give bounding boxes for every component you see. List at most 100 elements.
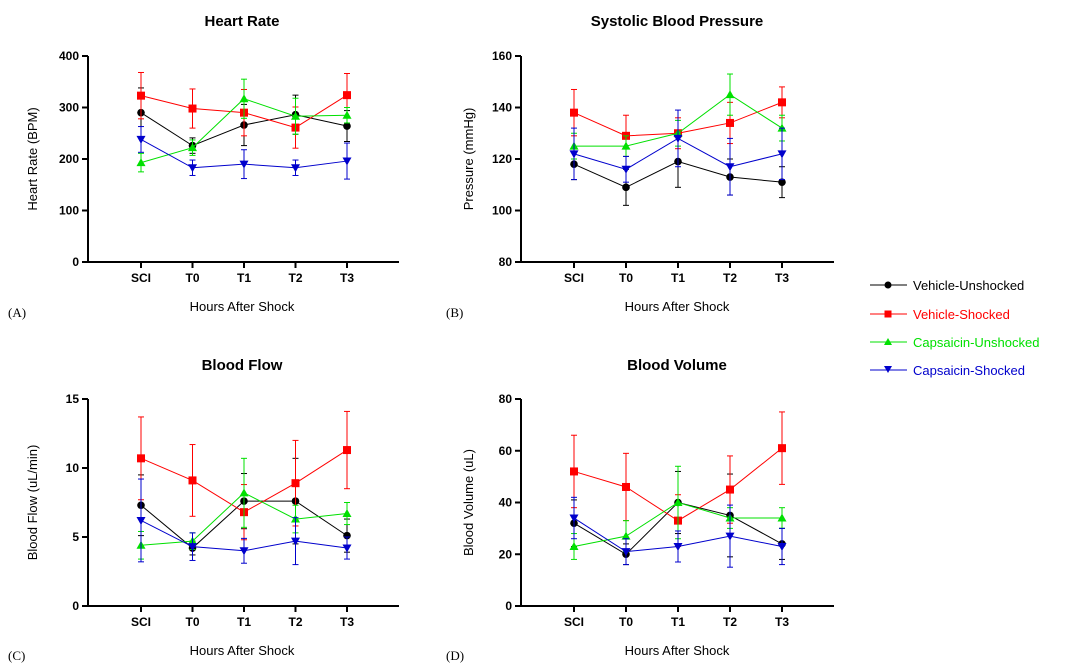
x-tick-label: T0 bbox=[185, 271, 199, 285]
data-point bbox=[622, 482, 630, 491]
legend-marker bbox=[884, 281, 892, 289]
chart-panel-blood-flow: Blood Flow 0 5 10 15 SCI T0 T1 T2 T3 Hours After S… bbox=[8, 357, 399, 663]
data-point bbox=[291, 111, 300, 120]
x-tick-label: T0 bbox=[619, 271, 633, 285]
data-point bbox=[725, 532, 735, 541]
data-point bbox=[777, 542, 787, 551]
chart-panel-blood-volume: Blood Volume 0 20 40 60 80 SCI T0 T1 T2 T3 Hours Af… bbox=[446, 357, 834, 663]
legend-marker bbox=[884, 366, 892, 373]
y-tick-label: 120 bbox=[492, 152, 512, 166]
data-point bbox=[621, 165, 631, 174]
data-point bbox=[777, 150, 787, 159]
x-tick-label: SCI bbox=[131, 271, 151, 285]
data-point bbox=[622, 183, 630, 192]
data-point bbox=[673, 542, 683, 551]
x-tick-label: T0 bbox=[619, 615, 633, 629]
x-tick-label: T2 bbox=[723, 271, 737, 285]
data-point bbox=[778, 178, 786, 186]
data-point bbox=[778, 444, 786, 453]
panel-letter: (A) bbox=[8, 305, 26, 320]
x-tick-label: T0 bbox=[185, 615, 199, 629]
data-point bbox=[188, 543, 197, 552]
data-point bbox=[239, 547, 249, 556]
y-tick-label: 60 bbox=[499, 444, 513, 458]
data-point bbox=[569, 150, 579, 159]
data-point bbox=[291, 164, 300, 173]
data-point bbox=[569, 541, 579, 550]
data-point bbox=[239, 488, 249, 497]
data-point bbox=[188, 143, 197, 152]
data-point bbox=[621, 141, 631, 150]
legend-label: Capsaicin-Shocked bbox=[913, 363, 1025, 378]
series-capsaicin-shocked bbox=[136, 478, 352, 566]
data-point bbox=[343, 122, 351, 130]
data-point bbox=[343, 531, 351, 540]
x-tick-label: T1 bbox=[237, 271, 251, 285]
x-tick-label: SCI bbox=[564, 615, 584, 629]
legend-item-vehicle-shocked: Vehicle-Shocked bbox=[870, 307, 1010, 322]
data-point bbox=[621, 531, 631, 540]
data-point bbox=[239, 160, 249, 169]
data-point bbox=[725, 90, 735, 99]
data-point bbox=[342, 509, 352, 518]
series-capsaicin-shocked bbox=[569, 109, 787, 196]
y-axis-label: Pressure (mmHg) bbox=[461, 108, 476, 211]
data-point bbox=[778, 98, 786, 107]
data-point bbox=[342, 110, 352, 119]
legend-item-capsaicin-shocked: Capsaicin-Shocked bbox=[870, 363, 1025, 378]
x-tick-label: T2 bbox=[723, 615, 737, 629]
y-tick-label: 40 bbox=[499, 496, 513, 510]
data-point bbox=[343, 91, 351, 100]
y-tick-label: 80 bbox=[499, 392, 513, 406]
x-tick-label: T1 bbox=[237, 615, 251, 629]
y-tick-label: 160 bbox=[492, 49, 512, 63]
x-tick-label: T2 bbox=[288, 615, 302, 629]
data-point bbox=[342, 157, 352, 166]
y-axis-label: Heart Rate (BPM) bbox=[25, 107, 40, 210]
data-point bbox=[570, 467, 578, 476]
chart-title: Blood Flow bbox=[202, 357, 283, 374]
data-point bbox=[673, 498, 683, 506]
series-capsaicin-unshocked bbox=[136, 78, 352, 173]
series-capsaicin-shocked bbox=[569, 496, 787, 568]
data-point bbox=[777, 513, 787, 522]
y-tick-label: 0 bbox=[72, 599, 79, 613]
data-point bbox=[188, 104, 197, 113]
x-tick-label: T3 bbox=[340, 271, 354, 285]
data-point bbox=[291, 479, 300, 488]
y-tick-label: 15 bbox=[66, 392, 80, 406]
y-tick-label: 300 bbox=[59, 101, 79, 115]
x-tick-label: T3 bbox=[775, 615, 789, 629]
x-axis-label: Hours After Shock bbox=[625, 643, 730, 658]
panel-letter: (B) bbox=[446, 305, 463, 320]
data-point bbox=[621, 548, 631, 557]
y-tick-label: 10 bbox=[66, 461, 80, 475]
y-tick-label: 5 bbox=[72, 530, 79, 544]
data-point bbox=[188, 476, 197, 485]
data-point bbox=[136, 158, 146, 167]
data-point bbox=[137, 91, 145, 100]
legend-item-vehicle-unshocked: Vehicle-Unshocked bbox=[870, 278, 1024, 293]
chart-title: Systolic Blood Pressure bbox=[591, 13, 764, 30]
y-tick-label: 400 bbox=[59, 49, 79, 63]
y-axis-label: Blood Flow (uL/min) bbox=[25, 445, 40, 561]
y-tick-label: 100 bbox=[59, 204, 79, 218]
legend-label: Capsaicin-Unshocked bbox=[913, 335, 1039, 350]
y-tick-label: 20 bbox=[499, 547, 513, 561]
x-tick-label: SCI bbox=[564, 271, 584, 285]
data-point bbox=[570, 108, 578, 117]
y-tick-label: 80 bbox=[499, 255, 513, 269]
legend-label: Vehicle-Unshocked bbox=[913, 278, 1024, 293]
x-tick-label: SCI bbox=[131, 615, 151, 629]
x-tick-label: T3 bbox=[340, 615, 354, 629]
x-axis-label: Hours After Shock bbox=[625, 299, 730, 314]
panel-letter: (D) bbox=[446, 648, 464, 663]
x-tick-label: T2 bbox=[288, 271, 302, 285]
chart-panel-systolic-blood-pressure: Systolic Blood Pressure 80 100 120 140 160 SCI… bbox=[446, 13, 834, 320]
y-tick-label: 100 bbox=[492, 204, 512, 218]
x-axis-label: Hours After Shock bbox=[190, 643, 295, 658]
y-tick-label: 140 bbox=[492, 101, 512, 115]
data-point bbox=[188, 164, 197, 173]
